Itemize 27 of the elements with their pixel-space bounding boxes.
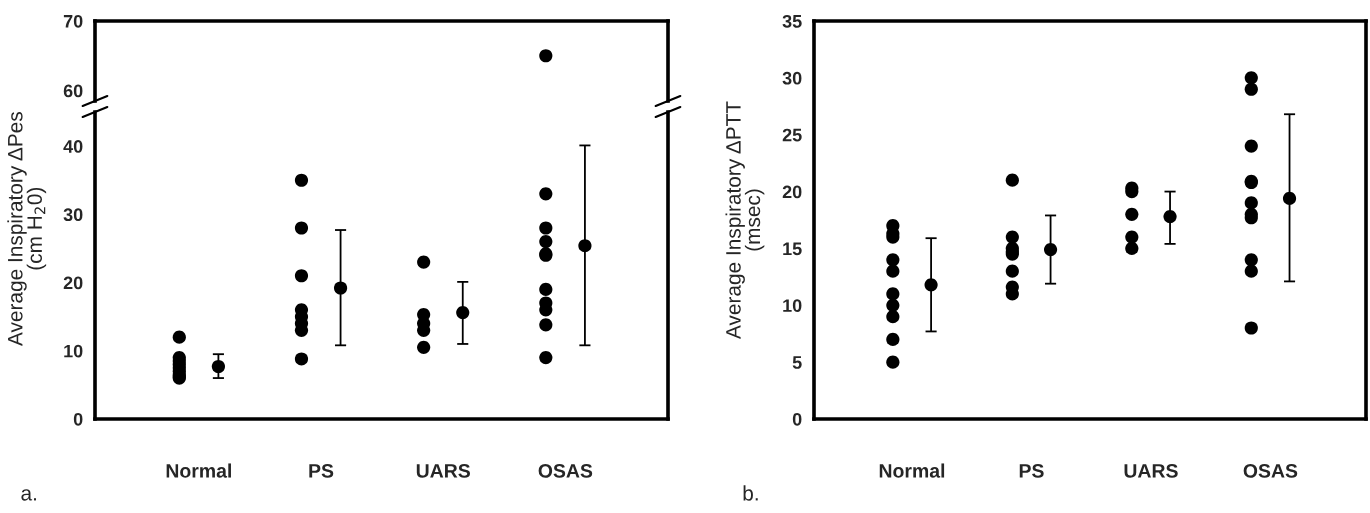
- y-axis-title: Average Inspiratory ΔPTT (msec): [725, 101, 765, 340]
- y-tick-label: 35: [782, 14, 802, 28]
- text: b.: [743, 485, 758, 501]
- y-tick-label: 30: [63, 208, 83, 222]
- x-tick-label: OSAS: [538, 463, 593, 478]
- y-tick-label: 30: [782, 71, 802, 85]
- x-tick-label: Normal: [166, 463, 231, 478]
- y-tick-label: 0: [73, 412, 83, 426]
- x-tick-label: UARS: [1124, 463, 1178, 478]
- x-tick-label: UARS: [416, 463, 470, 478]
- x-tick-label: PS: [309, 463, 334, 478]
- text: a.: [21, 489, 36, 501]
- y-tick-label: 10: [64, 344, 83, 358]
- y-tick-label: 10: [783, 299, 802, 313]
- y-tick-label: 5: [792, 356, 802, 369]
- y-tick-label: 15: [783, 242, 802, 256]
- y-tick-label: 20: [63, 276, 83, 290]
- y-tick-label: 25: [782, 128, 802, 142]
- y-tick-label: 70: [63, 14, 83, 28]
- y-tick-label: 0: [792, 412, 802, 426]
- y-axis-title: Average Inspiratory ΔPes (cm H$_{2}$0): [7, 112, 47, 346]
- y-tick-label: 20: [782, 185, 802, 199]
- y-tick-label: 40: [63, 140, 83, 153]
- x-tick-label: Normal: [879, 463, 945, 478]
- x-tick-label: OSAS: [1243, 463, 1298, 478]
- y-tick-label: 60: [63, 84, 83, 98]
- x-tick-label: PS: [1019, 463, 1044, 478]
